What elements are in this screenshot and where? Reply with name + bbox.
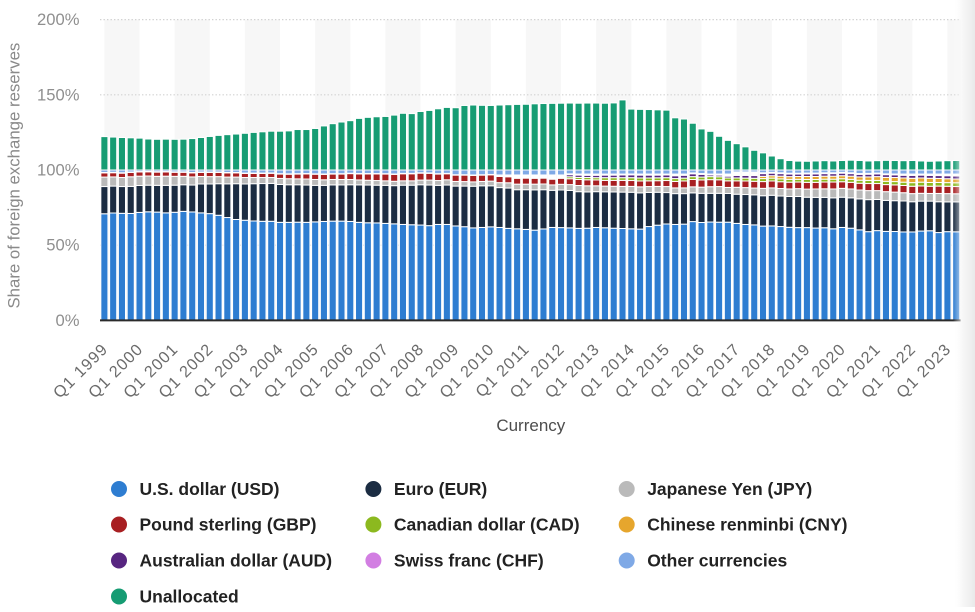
svg-text:Canadian dollar (CAD): Canadian dollar (CAD) (394, 515, 580, 535)
svg-text:Australian dollar (AUD): Australian dollar (AUD) (140, 551, 333, 571)
svg-text:Euro (EUR): Euro (EUR) (394, 479, 487, 499)
svg-text:Other currencies: Other currencies (647, 551, 787, 571)
svg-text:50%: 50% (46, 236, 79, 255)
svg-text:150%: 150% (37, 85, 80, 104)
svg-text:Currency: Currency (496, 416, 565, 435)
svg-text:Chinese renminbi (CNY): Chinese renminbi (CNY) (647, 515, 847, 535)
svg-text:Unallocated: Unallocated (140, 587, 239, 607)
svg-text:100%: 100% (37, 161, 80, 180)
svg-text:U.S. dollar (USD): U.S. dollar (USD) (140, 479, 280, 499)
svg-text:200%: 200% (37, 10, 80, 29)
svg-text:Swiss franc (CHF): Swiss franc (CHF) (394, 551, 544, 571)
svg-text:Pound sterling (GBP): Pound sterling (GBP) (140, 515, 317, 535)
svg-text:0%: 0% (56, 311, 80, 330)
svg-text:Share of foreign exchange rese: Share of foreign exchange reserves (5, 43, 24, 309)
svg-text:Japanese Yen (JPY): Japanese Yen (JPY) (647, 479, 812, 499)
